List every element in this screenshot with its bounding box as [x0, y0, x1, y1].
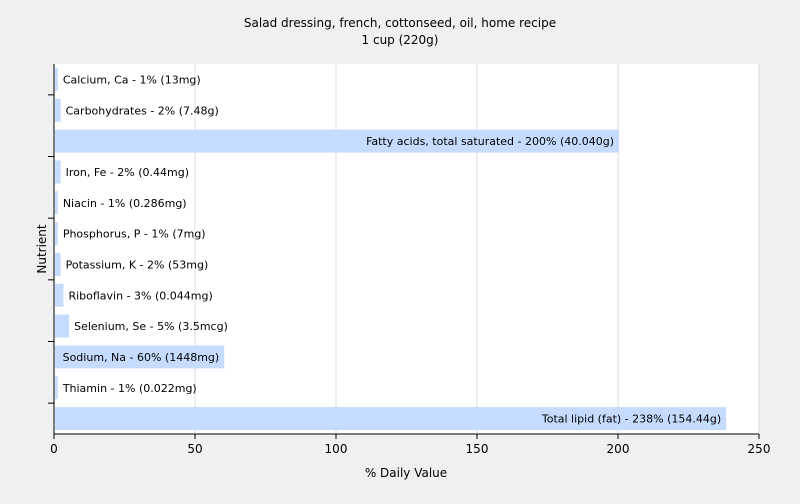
x-tick-label: 0	[50, 442, 58, 456]
x-tick-label: 200	[607, 442, 630, 456]
chart-subtitle: 1 cup (220g)	[362, 33, 439, 47]
bar	[55, 407, 727, 431]
bar	[55, 314, 70, 338]
bar	[55, 67, 58, 91]
bar-label: Selenium, Se - 5% (3.5mcg)	[74, 320, 228, 333]
chart-title: Salad dressing, french, cottonseed, oil,…	[244, 16, 556, 30]
bars: Calcium, Ca - 1% (13mg) Carbohydrates - 2…	[55, 67, 727, 431]
x-tick-label: 250	[748, 442, 771, 456]
bar-label: Fatty acids, total saturated - 200% (40.…	[366, 135, 614, 148]
axes: 0 50 100 150 200 250	[48, 64, 770, 456]
y-axis-label: Nutrient	[35, 224, 49, 274]
bar-label: Calcium, Ca - 1% (13mg)	[63, 73, 201, 86]
bar-label: Iron, Fe - 2% (0.44mg)	[66, 166, 189, 179]
bar	[55, 283, 64, 307]
bar-label: Phosphorus, P - 1% (7mg)	[63, 228, 206, 241]
bar-label: Niacin - 1% (0.286mg)	[63, 197, 187, 210]
bar	[55, 345, 225, 369]
bar	[55, 160, 61, 184]
bar-label: Riboflavin - 3% (0.044mg)	[68, 289, 212, 302]
bar	[55, 222, 58, 246]
x-tick-label: 50	[187, 442, 202, 456]
bar-label: Carbohydrates - 2% (7.48g)	[66, 104, 219, 117]
x-tick-label: 100	[325, 442, 348, 456]
bar-label: Thiamin - 1% (0.022mg)	[62, 382, 197, 395]
bar-label: Total lipid (fat) - 238% (154.44g)	[541, 413, 721, 426]
grid-lines	[194, 64, 760, 434]
bar	[55, 376, 58, 400]
bar	[55, 98, 61, 122]
bar	[55, 252, 61, 276]
plot-area	[54, 64, 759, 434]
bar-label: Potassium, K - 2% (53mg)	[66, 258, 209, 271]
bar	[55, 191, 58, 215]
x-axis-label: % Daily Value	[365, 466, 447, 480]
bar	[55, 129, 619, 153]
bar-label: Sodium, Na - 60% (1448mg)	[63, 351, 220, 364]
x-tick-label: 150	[466, 442, 489, 456]
